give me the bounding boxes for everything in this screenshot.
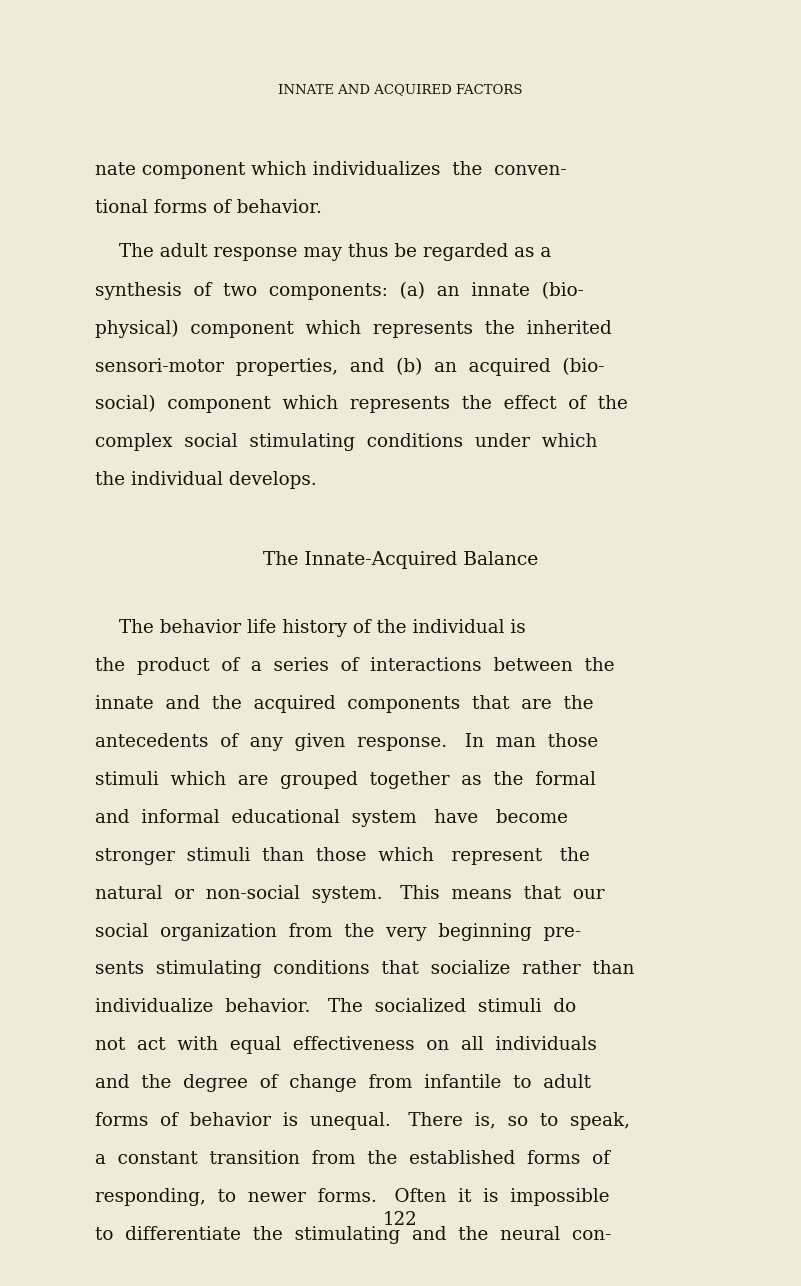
Text: 122: 122	[383, 1211, 418, 1229]
Text: INNATE AND ACQUIRED FACTORS: INNATE AND ACQUIRED FACTORS	[278, 84, 523, 96]
Text: sensori-motor  properties,  and  (b)  an  acquired  (bio-: sensori-motor properties, and (b) an acq…	[95, 358, 604, 376]
Text: social)  component  which  represents  the  effect  of  the: social) component which represents the e…	[95, 395, 627, 414]
Text: The adult response may thus be regarded as a: The adult response may thus be regarded …	[119, 243, 551, 261]
Text: innate  and  the  acquired  components  that  are  the: innate and the acquired components that …	[95, 694, 594, 712]
Text: complex  social  stimulating  conditions  under  which: complex social stimulating conditions un…	[95, 433, 597, 451]
Text: nate component which individualizes  the  conven-: nate component which individualizes the …	[95, 161, 566, 179]
Text: The Innate-Acquired Balance: The Innate-Acquired Balance	[263, 550, 538, 568]
Text: responding,  to  newer  forms.   Often  it  is  impossible: responding, to newer forms. Often it is …	[95, 1188, 609, 1206]
Text: physical)  component  which  represents  the  inherited: physical) component which represents the…	[95, 319, 611, 338]
Text: the  product  of  a  series  of  interactions  between  the: the product of a series of interactions …	[95, 657, 614, 675]
Text: natural  or  non-social  system.   This  means  that  our: natural or non-social system. This means…	[95, 885, 604, 903]
Text: synthesis  of  two  components:  (a)  an  innate  (bio-: synthesis of two components: (a) an inna…	[95, 282, 583, 300]
Text: stronger  stimuli  than  those  which   represent   the: stronger stimuli than those which repres…	[95, 846, 590, 864]
Text: stimuli  which  are  grouped  together  as  the  formal: stimuli which are grouped together as th…	[95, 770, 595, 788]
Text: a  constant  transition  from  the  established  forms  of: a constant transition from the establish…	[95, 1150, 610, 1168]
Text: social  organization  from  the  very  beginning  pre-: social organization from the very beginn…	[95, 922, 581, 940]
Text: forms  of  behavior  is  unequal.   There  is,  so  to  speak,: forms of behavior is unequal. There is, …	[95, 1112, 630, 1130]
Text: tional forms of behavior.: tional forms of behavior.	[95, 198, 321, 216]
Text: the individual develops.: the individual develops.	[95, 471, 316, 489]
Text: not  act  with  equal  effectiveness  on  all  individuals: not act with equal effectiveness on all …	[95, 1037, 597, 1055]
Text: antecedents  of  any  given  response.   In  man  those: antecedents of any given response. In ma…	[95, 733, 598, 751]
Text: individualize  behavior.   The  socialized  stimuli  do: individualize behavior. The socialized s…	[95, 998, 576, 1016]
Text: and  informal  educational  system   have   become: and informal educational system have bec…	[95, 809, 568, 827]
Text: The behavior life history of the individual is: The behavior life history of the individ…	[119, 619, 525, 637]
Text: to  differentiate  the  stimulating  and  the  neural  con-: to differentiate the stimulating and the…	[95, 1226, 611, 1244]
Text: and  the  degree  of  change  from  infantile  to  adult: and the degree of change from infantile …	[95, 1074, 590, 1092]
Text: sents  stimulating  conditions  that  socialize  rather  than: sents stimulating conditions that social…	[95, 961, 634, 979]
